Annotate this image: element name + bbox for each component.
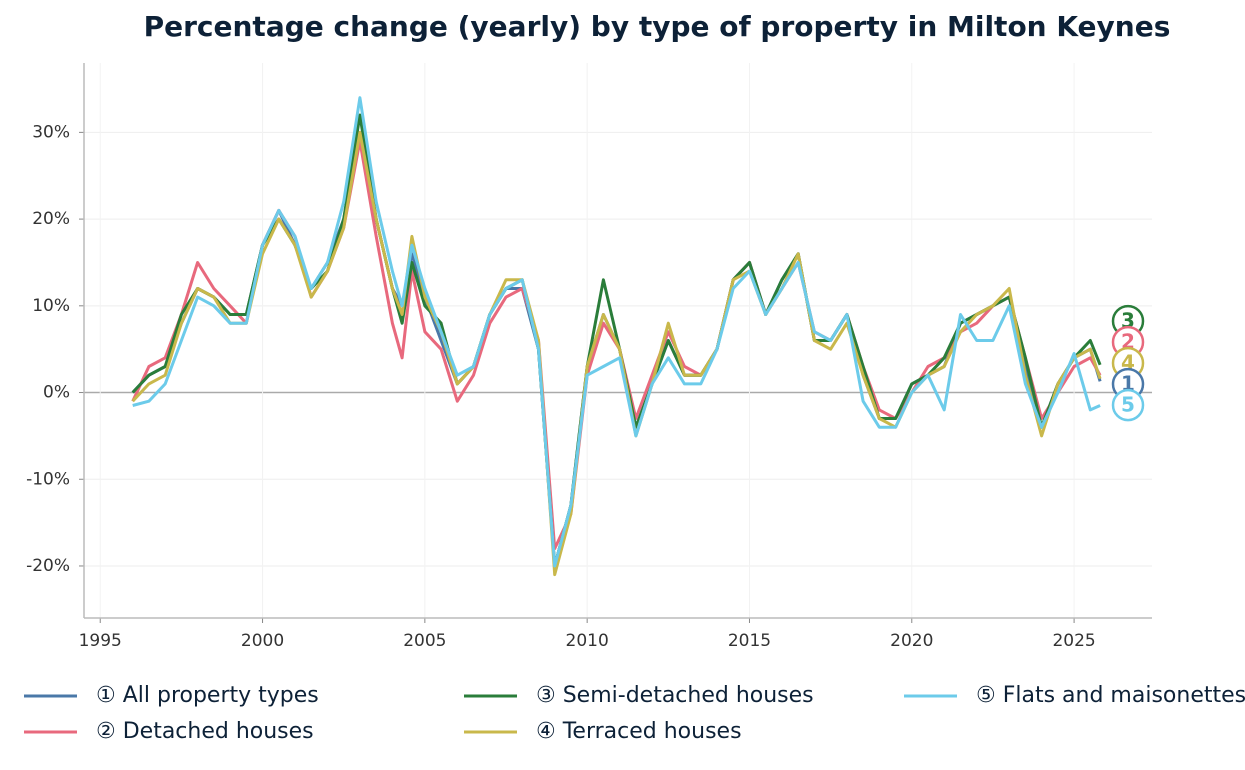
legend-label: ⑤ Flats and maisonettes bbox=[976, 683, 1245, 708]
y-tick-label: 10% bbox=[32, 296, 70, 316]
legend-label: ③ Semi-detached houses bbox=[536, 683, 814, 708]
legend-label: ② Detached houses bbox=[96, 719, 314, 744]
legend-label: ① All property types bbox=[96, 683, 319, 708]
x-tick-label: 1995 bbox=[79, 631, 122, 651]
y-tick-label: -20% bbox=[26, 556, 70, 576]
chart-title: Percentage change (yearly) by type of pr… bbox=[144, 10, 1171, 43]
x-tick-label: 2000 bbox=[241, 631, 284, 651]
y-tick-label: -10% bbox=[26, 469, 70, 489]
x-tick-label: 2020 bbox=[890, 631, 933, 651]
end-label: 5 bbox=[1121, 393, 1135, 417]
x-tick-label: 2010 bbox=[566, 631, 609, 651]
x-tick-label: 2005 bbox=[403, 631, 446, 651]
y-tick-label: 20% bbox=[32, 209, 70, 229]
x-tick-label: 2015 bbox=[728, 631, 771, 651]
legend-label: ④ Terraced houses bbox=[536, 719, 742, 744]
y-tick-label: 30% bbox=[32, 122, 70, 142]
series-line bbox=[132, 96, 1101, 568]
series-line bbox=[131, 130, 1102, 577]
y-tick-label: 0% bbox=[43, 383, 70, 403]
x-tick-label: 2025 bbox=[1052, 631, 1095, 651]
end-marker bbox=[1111, 388, 1145, 422]
